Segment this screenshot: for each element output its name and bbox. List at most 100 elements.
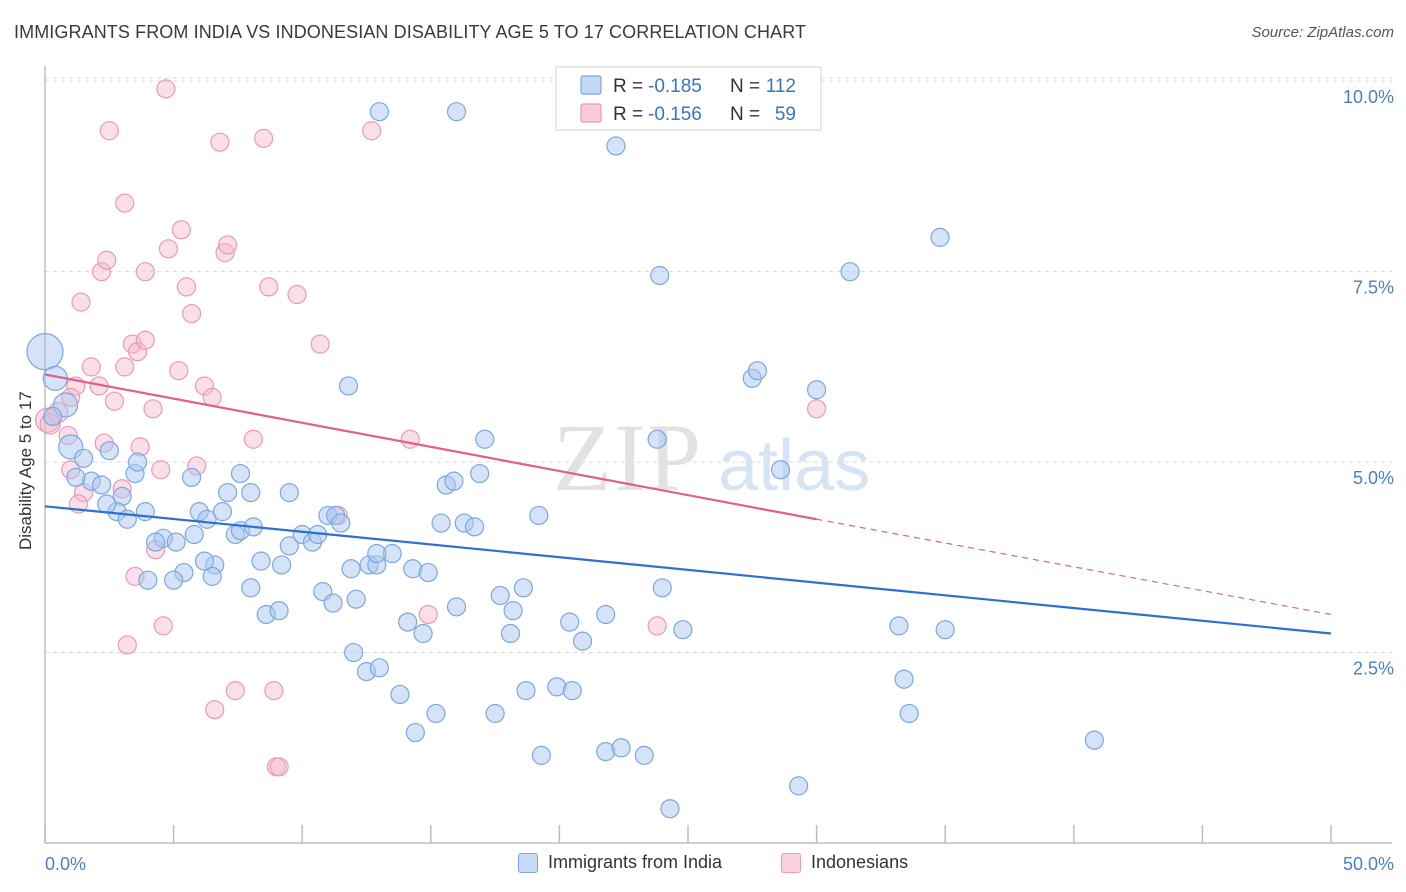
point-india-20 [164,570,184,590]
point-indonesians-43 [243,429,263,449]
point-indonesians-12 [97,250,117,270]
point-india-95 [840,262,860,282]
point-indonesians-16 [115,193,135,213]
point-india-19 [138,570,158,590]
point-indonesians-45 [259,277,279,297]
bottom-legend-label-indonesians: Indonesians [811,852,909,872]
point-india-51 [369,658,389,678]
point-india-60 [431,513,451,533]
point-india-34 [241,578,261,598]
point-india-26 [218,482,238,503]
point-india-46 [346,589,366,609]
point-indonesians-54 [418,604,438,625]
bottom-legend-item-india[interactable]: Immigrants from India [518,852,722,873]
point-india-112 [367,543,387,564]
point-india-100 [935,620,955,640]
point-india-45 [341,559,361,579]
point-indonesians-56 [806,399,827,419]
point-india-83 [606,136,626,156]
point-india-87 [660,799,680,819]
point-indonesians-52 [362,121,382,141]
point-india-73 [516,681,536,701]
point-india-42 [323,593,343,613]
point-india-16 [184,524,204,545]
point-india-97 [894,669,914,689]
point-india-72 [513,578,533,598]
point-india-107 [97,494,117,514]
point-indonesians-29 [156,79,176,99]
point-india-78 [562,681,582,701]
bottom-legend-label-india: Immigrants from India [548,852,723,872]
point-india-74 [529,505,549,526]
legend-swatch-blue [518,852,538,873]
point-indonesians-36 [194,376,215,396]
point-indonesians-33 [176,277,197,297]
point-india-54 [398,612,418,632]
point-india-57 [413,623,433,644]
point-india-80 [596,604,616,625]
bottom-legend: Immigrants from India Indonesians [0,852,1406,878]
point-india-103 [446,102,467,122]
point-india-62 [444,471,464,491]
point-indonesians-55 [647,616,667,636]
point-indonesians-40 [215,243,235,263]
point-india-56 [405,722,425,743]
point-indonesians-14 [104,391,125,411]
point-india-88 [673,620,693,640]
point-india-106 [127,452,148,472]
source-label: Source: ZipAtlas.com [1251,24,1394,41]
point-india-5 [73,448,94,468]
point-indonesians-46 [264,681,284,701]
point-india-102 [369,102,389,122]
watermark-atlas: atlas [718,426,870,506]
legend-n-value-1: 59 [775,104,796,125]
point-indonesians-21 [127,342,148,362]
legend-n-label-1: N = [730,104,760,125]
x-tick-label-0: 0.0% [45,854,86,874]
point-india-25 [212,502,233,522]
y-tick-label-1: 5.0% [1353,468,1394,488]
point-india-47 [344,642,364,663]
point-india-113 [194,551,215,571]
point-india-9 [91,475,112,495]
legend-r-value-1: -0.156 [648,104,702,125]
bottom-legend-item-indonesians[interactable]: Indonesians [781,852,908,873]
point-indonesians-23 [135,262,155,282]
legend-swatch-pink [781,852,801,873]
point-india-35 [272,555,292,575]
point-india-29 [230,463,251,484]
point-indonesians-41 [218,235,238,255]
point-indonesians-49 [287,284,307,305]
point-india-96 [889,616,909,636]
point-india-82 [611,738,631,758]
trendline-india [44,505,1332,635]
point-india-84 [634,745,654,765]
point-india-67 [475,429,495,449]
y-tick-label-0: 2.5% [1353,659,1394,679]
point-india-15 [166,532,186,552]
point-india-98 [899,703,919,724]
legend-r-label-1: R = [613,104,643,125]
legend-n-value-0: 112 [766,76,796,97]
y-tick-label-2: 7.5% [1353,278,1394,298]
point-indonesians-24 [135,330,155,350]
point-india-66 [470,463,490,484]
point-india-94 [806,380,827,400]
point-india-37 [279,482,299,503]
legend-r-label-0: R = [613,76,643,97]
point-indonesians-30 [158,239,179,259]
point-indonesians-50 [310,334,330,354]
point-india-53 [390,684,410,705]
point-india-104 [650,265,670,286]
point-indonesians-44 [254,128,274,148]
point-india-105 [338,376,359,396]
point-india-31 [251,551,271,571]
point-india-44 [331,513,351,533]
point-india-109 [182,467,202,487]
point-indonesians-13 [99,121,119,141]
point-india-99 [930,227,950,247]
point-india-91 [747,361,768,381]
point-indonesians-9 [81,357,101,377]
point-indonesians-28 [153,616,173,636]
